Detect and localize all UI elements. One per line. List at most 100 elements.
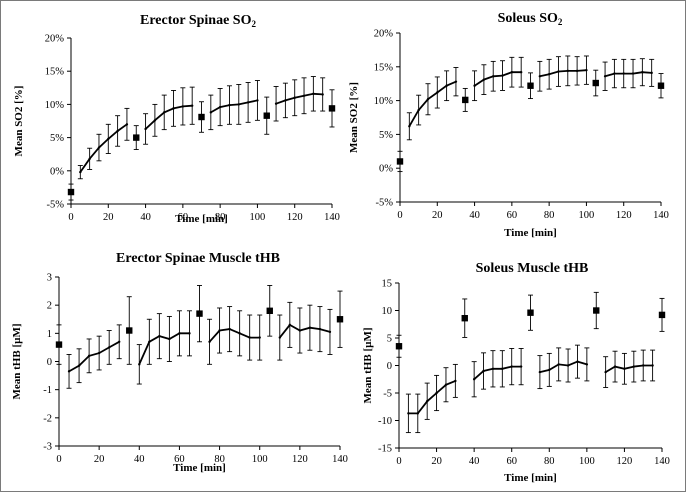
soleus-thb-series-1-point	[491, 367, 495, 370]
soleus-thb-series-0-point	[454, 379, 457, 383]
erector-so2-series-1-point	[144, 127, 147, 131]
erector-so2-series-2-point	[237, 103, 240, 106]
soleus-so2-series-3-point	[613, 72, 616, 75]
erector-thb-xtick-label: 140	[332, 454, 348, 465]
soleus-so2-series-1-point	[519, 71, 523, 74]
soleus-so2-series-0-point	[408, 125, 411, 128]
erector-so2-series-3-point	[274, 102, 278, 105]
soleus-so2-series-3-point	[622, 72, 625, 75]
soleus-thb-ytick-label: 15	[382, 279, 393, 290]
erector-so2-series-0-line	[79, 123, 128, 173]
soleus-so2-ytick-label: 5%	[379, 130, 393, 141]
soleus-thb-xtick-label: 20	[431, 456, 442, 467]
erector-so2-series-2-point	[218, 105, 222, 109]
erector-thb-ytick-label: 0	[47, 357, 52, 368]
erector-so2-series-1-line	[144, 104, 193, 130]
erector-so2-ytick-label: 10%	[45, 100, 65, 111]
soleus-thb-marker	[395, 343, 403, 350]
erector-so2-series-2-point	[209, 111, 213, 114]
soleus-so2-title: Soleus SO2	[498, 11, 563, 27]
erector-thb-series-2-point	[258, 336, 261, 339]
erector-so2-xtick-label: 60	[178, 212, 189, 223]
soleus-so2-xtick-label: 100	[579, 210, 595, 221]
soleus-so2-series-0-point	[426, 98, 430, 101]
soleus-so2-series-2-point	[557, 70, 560, 73]
soleus-so2-series-2-line	[539, 69, 587, 78]
soleus-so2-marker	[527, 82, 534, 89]
soleus-thb-marker	[658, 311, 666, 319]
erector-so2-series-3-point	[284, 99, 287, 102]
erector-so2-series-2-line	[210, 99, 258, 114]
soleus-so2-series-3-line	[604, 71, 652, 78]
soleus-thb-series-1-line	[473, 365, 522, 380]
soleus-thb-ytick-label: -5	[383, 389, 392, 400]
soleus-so2-xtick-label: 120	[616, 210, 632, 221]
erector-so2-series-1-point	[153, 119, 157, 122]
soleus-so2-series-1-point	[501, 74, 504, 77]
soleus-thb-ylabel: Mean tHB [µM]	[362, 328, 374, 404]
erector-thb-marker	[55, 341, 63, 348]
soleus-thb-series-1-point	[482, 369, 485, 373]
soleus-so2-ytick-label: -5%	[376, 198, 394, 209]
soleus-thb-ytick-label: 5	[387, 334, 392, 345]
soleus-thb-series-0-point	[435, 391, 438, 395]
soleus-thb-series-3-point	[632, 365, 636, 368]
soleus-so2-xlabel: Time [min]	[504, 227, 557, 239]
erector-so2-ytick-label: 0%	[50, 166, 64, 177]
soleus-so2-series-3-point	[650, 71, 653, 75]
soleus-thb-xlabel: Time [min]	[504, 472, 557, 484]
soleus-so2-series-1-point	[492, 75, 495, 78]
soleus-thb-series-3-point	[651, 364, 654, 367]
erector-so2-series-0-point	[79, 170, 82, 174]
erector-so2-xtick-label: 20	[103, 212, 114, 223]
erector-thb-series-3-point	[328, 330, 332, 334]
erector-so2-ylabel: Mean SO2 [%]	[13, 86, 25, 157]
erector-so2-xtick-label: 140	[324, 212, 340, 223]
erector-so2-series-1-point	[163, 111, 166, 114]
erector-thb-series-3-point	[308, 326, 312, 329]
soleus-so2-xtick-label: 60	[507, 210, 518, 221]
erector-thb-series-3-point	[278, 336, 281, 339]
erector-thb-series-1-point	[178, 332, 181, 335]
erector-so2-ytick-label: -5%	[47, 200, 65, 211]
erector-thb-xtick-label: 80	[214, 454, 225, 465]
erector-thb-series-3-line	[279, 323, 331, 339]
soleus-thb-series-2-point	[566, 364, 570, 367]
soleus-so2-series-3-point	[641, 71, 644, 74]
soleus-thb-xtick-label: 140	[654, 456, 670, 467]
erector-thb-series-2-point	[248, 336, 251, 339]
erector-thb-series-0-line	[68, 341, 120, 373]
erector-thb-ytick-label: 2	[47, 301, 52, 312]
erector-so2-xtick-label: 120	[287, 212, 303, 223]
erector-so2-series-0-point	[107, 137, 110, 141]
soleus-thb-series-0-line	[408, 380, 456, 415]
erector-thb-title: Erector Spinae Muscle tHB	[116, 251, 280, 266]
erector-so2-ytick-label: 20%	[45, 34, 65, 45]
erector-thb-series-0-point	[77, 364, 81, 367]
soleus-so2-series-2-point	[538, 75, 542, 78]
erector-thb-marker	[336, 316, 344, 323]
soleus-thb-xtick-label: 80	[544, 456, 555, 467]
soleus-so2-series-0-point	[417, 108, 420, 112]
erector-thb-series-0-point	[97, 351, 101, 355]
erector-so2-xtick-label: 100	[250, 212, 266, 223]
erector-thb-series-0-point	[67, 370, 71, 373]
soleus-thb-series-1-point	[501, 367, 504, 370]
erector-so2-panel: Erector Spinae SO2 -5% 0% 5% 10% 15% 20% 0 20 40 6…	[13, 13, 340, 225]
erector-so2-title: Erector Spinae SO2	[140, 13, 257, 29]
erector-thb-series-3-point	[318, 327, 322, 331]
erector-thb-series-0-point	[107, 346, 111, 349]
soleus-thb-series-3-point	[642, 364, 645, 367]
soleus-thb-series-1-point	[519, 365, 523, 368]
soleus-thb-series-0-point	[416, 412, 419, 415]
erector-so2-series-1-point	[172, 107, 175, 110]
erector-thb-xtick-label: 120	[292, 454, 308, 465]
soleus-so2-series-1-point	[482, 78, 486, 81]
erector-thb-ytick-label: -1	[43, 385, 52, 396]
soleus-so2-ytick-label: 20%	[374, 29, 394, 40]
soleus-thb-xtick-label: 40	[469, 456, 480, 467]
erector-thb-series-2-point	[228, 327, 231, 331]
erector-thb-series-1-point	[158, 334, 161, 338]
erector-so2-xtick-label: 80	[215, 212, 226, 223]
soleus-thb-series-3-point	[623, 367, 626, 370]
